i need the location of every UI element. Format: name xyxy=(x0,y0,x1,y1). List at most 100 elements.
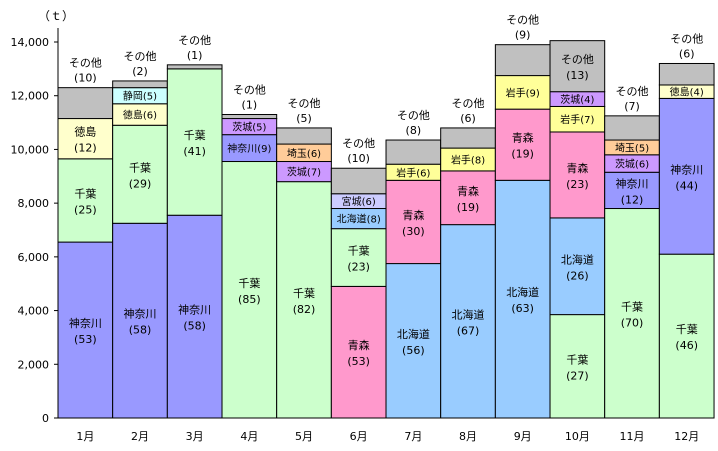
y-axis-unit-label: （ｔ） xyxy=(38,9,74,23)
x-category-label: 6月 xyxy=(350,430,368,443)
bar-segment xyxy=(494,179,551,419)
segment-share-label: (12) xyxy=(74,142,97,155)
segment-name-label: その他 xyxy=(616,85,649,98)
bar-segment xyxy=(440,224,496,419)
bar-stack: 千葉 (70) 神奈川 (12) 茨城(6) 埼玉(5) その他 (7) xyxy=(604,85,660,419)
x-category-label: 10月 xyxy=(565,430,590,443)
segment-name-label: 千葉 xyxy=(74,186,96,200)
bar-stack: 北海道 (56) 青森 (30) 岩手(6) その他 (8) xyxy=(385,109,442,419)
segment-share-label: (12) xyxy=(621,193,644,206)
bar-segment xyxy=(57,158,114,243)
segment-name-label: 茨城(4) xyxy=(560,93,594,106)
segment-name-label: 徳島(6) xyxy=(123,109,157,122)
segment-share-label: (19) xyxy=(457,201,480,214)
bar-segment xyxy=(549,217,606,316)
bar-stack: 千葉 (82) 茨城(7) 埼玉(6) その他 (5) xyxy=(276,97,332,419)
segment-name-label: 宮城(6) xyxy=(342,195,376,208)
segment-share-label: (23) xyxy=(347,261,370,274)
bar-segment xyxy=(440,127,496,149)
bar-segment xyxy=(494,108,551,181)
segment-share-label: (23) xyxy=(566,178,589,191)
bar-stack: 北海道 (67) 青森 (19) 岩手(8) その他 (6) xyxy=(440,97,496,419)
x-category-label: 2月 xyxy=(131,430,149,443)
bar-stacks: 神奈川 (53) 千葉 (25) 徳島 (12) その他 (10) 神奈川 (58) 千葉 (29) 徳… xyxy=(57,14,715,419)
segment-share-label: (1) xyxy=(187,49,203,62)
x-category-label: 8月 xyxy=(459,430,477,443)
segment-name-label: 青森 xyxy=(512,131,534,145)
segment-share-label: (13) xyxy=(566,69,589,82)
segment-name-label: 静岡(5) xyxy=(123,90,157,103)
segment-share-label: (27) xyxy=(566,369,589,382)
bar-segment xyxy=(549,314,606,419)
segment-share-label: (10) xyxy=(74,72,97,85)
segment-name-label: 神奈川 xyxy=(616,176,649,190)
y-tick-label: 10,000 xyxy=(11,143,50,156)
x-category-label: 9月 xyxy=(514,430,532,443)
y-tick-label: 2,000 xyxy=(18,358,50,371)
segment-name-label: 茨城(6) xyxy=(615,158,649,171)
y-tick-label: 4,000 xyxy=(18,305,50,318)
segment-name-label: その他 xyxy=(397,109,430,122)
segment-name-label: 千葉 xyxy=(293,286,315,300)
segment-share-label: (2) xyxy=(132,65,148,78)
bar-stack: 北海道 (63) 青森 (19) 岩手(9) その他 (9) xyxy=(494,14,551,419)
y-tick-label: 14,000 xyxy=(11,36,50,49)
x-category-label: 11月 xyxy=(620,430,645,443)
y-tick-label: 0 xyxy=(42,412,49,425)
segment-name-label: 神奈川 xyxy=(670,162,703,176)
bar-segment xyxy=(385,263,442,419)
segment-share-label: (5) xyxy=(296,112,312,125)
segment-share-label: (30) xyxy=(402,225,425,238)
segment-name-label: その他 xyxy=(233,84,266,97)
segment-name-label: 岩手(6) xyxy=(396,166,430,179)
segment-name-label: 岩手(9) xyxy=(506,86,540,99)
bar-segment xyxy=(658,62,715,86)
bar-stack: 千葉 (46) 神奈川 (44) 徳島(4) その他 (6) xyxy=(658,32,715,419)
bar-segment xyxy=(221,161,278,419)
segment-share-label: (56) xyxy=(402,344,425,357)
bar-stack: 千葉 (85) 神奈川(9) 茨城(5) その他 (1) xyxy=(221,84,278,419)
segment-name-label: 徳島(4) xyxy=(670,86,704,99)
segment-name-label: 徳島 xyxy=(74,125,96,139)
segment-share-label: (70) xyxy=(621,316,644,329)
bar-segment xyxy=(330,167,387,195)
bar-segment xyxy=(276,127,332,145)
x-category-label: 12月 xyxy=(674,430,699,443)
segment-name-label: 北海道 xyxy=(561,252,594,266)
bar-segment xyxy=(658,97,715,255)
segment-share-label: (26) xyxy=(566,269,589,282)
segment-share-label: (8) xyxy=(406,124,422,137)
segment-name-label: 埼玉(5) xyxy=(615,141,649,154)
bar-segment xyxy=(166,214,223,419)
segment-share-label: (19) xyxy=(511,148,534,161)
segment-share-label: (7) xyxy=(624,100,640,113)
segment-name-label: 千葉 xyxy=(621,299,643,313)
bar-stack: 神奈川 (58) 千葉 (29) 徳島(6) 静岡(5) その他 (2) xyxy=(112,50,168,419)
bar-segment xyxy=(112,80,168,89)
segment-share-label: (44) xyxy=(675,179,698,192)
segment-share-label: (10) xyxy=(347,152,370,165)
segment-name-label: 北海道(8) xyxy=(337,213,381,226)
segment-name-label: 千葉 xyxy=(348,244,370,258)
segment-share-label: (67) xyxy=(457,324,480,337)
segment-name-label: 神奈川 xyxy=(124,307,157,321)
bar-stack: 青森 (53) 千葉 (23) 北海道(8) 宮城(6) その他 (10) xyxy=(330,137,387,419)
segment-name-label: 神奈川 xyxy=(178,303,211,317)
segment-name-label: 青森 xyxy=(457,184,479,198)
x-axis-labels: 1月 2月 3月 4月 5月 6月 7月 8月 9月 10月 11月 12月 xyxy=(76,430,699,443)
segment-name-label: その他 xyxy=(342,137,375,150)
x-category-label: 1月 xyxy=(76,430,94,443)
bar-segment xyxy=(604,171,660,210)
bar-segment xyxy=(549,40,606,93)
segment-name-label: 千葉 xyxy=(238,276,260,290)
segment-share-label: (6) xyxy=(460,112,476,125)
segment-share-label: (29) xyxy=(129,177,152,190)
y-tick-label: 12,000 xyxy=(11,90,50,103)
segment-name-label: その他 xyxy=(124,50,157,63)
segment-name-label: 青森 xyxy=(348,338,370,352)
segment-share-label: (82) xyxy=(293,303,316,316)
segment-name-label: 北海道 xyxy=(452,307,485,321)
x-category-label: 5月 xyxy=(295,430,313,443)
segment-name-label: 埼玉(6) xyxy=(287,147,321,160)
